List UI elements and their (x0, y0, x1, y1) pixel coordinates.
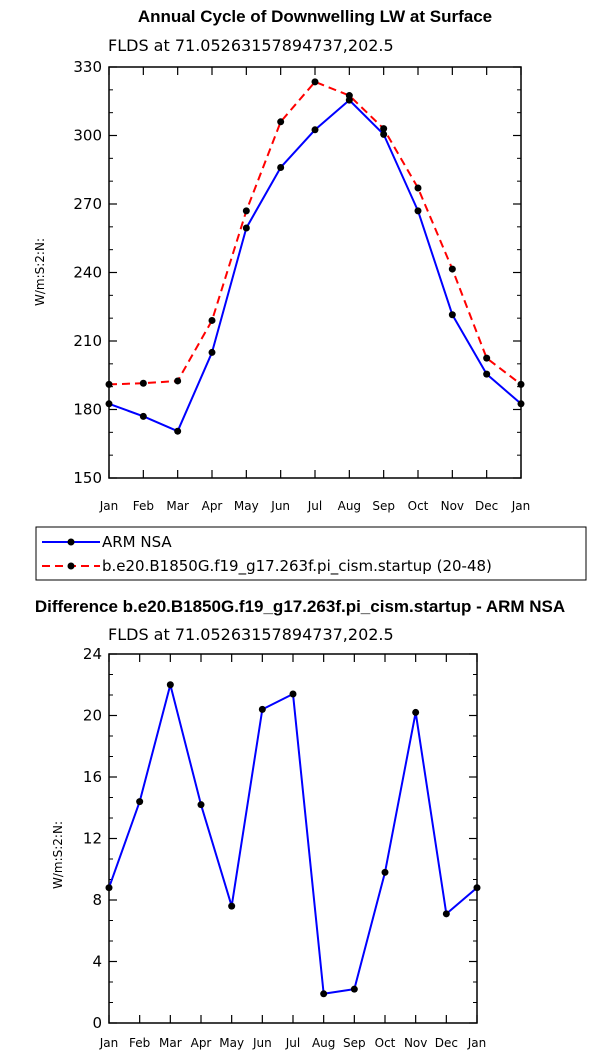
data-point-s0-12 (473, 884, 481, 892)
data-point-s1-0 (105, 380, 113, 388)
x-tick-label: Aug (312, 1036, 335, 1050)
data-point-s0-11 (442, 910, 450, 918)
data-point-s0-5 (258, 705, 266, 713)
x-tick-label: Feb (129, 1036, 150, 1050)
legend-marker-model (67, 562, 75, 570)
x-tick-label: May (219, 1036, 244, 1050)
plot-area: 0 4 8 12 16 20 24 Jan Feb Mar Apr May Jun Jul Aug Sep Oc… (83, 645, 486, 1050)
x-tick-label: Jan (99, 499, 119, 513)
data-point-s0-2 (174, 427, 182, 435)
data-point-s0-1 (136, 798, 144, 806)
y-tick-label: 210 (73, 332, 102, 350)
data-point-s0-12 (517, 400, 525, 408)
data-point-s1-6 (311, 78, 319, 86)
data-point-s0-10 (448, 311, 456, 319)
data-point-s0-8 (350, 985, 358, 993)
x-tick-label: Nov (404, 1036, 427, 1050)
data-point-s0-1 (139, 412, 147, 420)
x-tick-label: Sep (372, 499, 395, 513)
y-axis-label: W/m:S:2:N: (51, 821, 65, 889)
legend-label-model: b.e20.B1850G.f19_g17.263f.pi_cism.startu… (102, 557, 492, 576)
x-tick-label: Dec (475, 499, 498, 513)
x-tick-label: Jun (270, 499, 290, 513)
data-point-s0-2 (166, 681, 174, 689)
y-tick-label: 240 (73, 264, 102, 282)
chart-title: Annual Cycle of Downwelling LW at Surfac… (138, 7, 492, 26)
y-axis-label: W/m:S:2:N: (33, 238, 47, 306)
data-point-s1-3 (208, 316, 216, 324)
legend: ARM NSA b.e20.B1850G.f19_g17.263f.pi_cis… (35, 526, 587, 581)
data-point-s0-3 (197, 801, 205, 809)
data-point-s1-8 (380, 125, 388, 133)
x-tick-label: Jul (285, 1036, 300, 1050)
data-point-s0-4 (242, 224, 250, 232)
y-tick-label: 8 (92, 891, 102, 909)
x-tick-label: Jul (307, 499, 322, 513)
y-tick-label: 180 (73, 401, 102, 419)
data-point-s0-9 (381, 868, 389, 876)
y-tick-label: 150 (73, 469, 102, 487)
x-tick-label: Mar (159, 1036, 182, 1050)
data-point-s1-2 (174, 377, 182, 385)
x-tick-label: Oct (408, 499, 429, 513)
data-point-s1-4 (242, 207, 250, 215)
data-point-s1-5 (277, 118, 285, 126)
data-point-s1-10 (448, 265, 456, 273)
data-point-s1-9 (414, 184, 422, 192)
data-point-s0-9 (414, 207, 422, 215)
data-point-s0-0 (105, 884, 113, 892)
x-tick-label: Sep (343, 1036, 366, 1050)
legend-box (35, 526, 587, 581)
chart-title: Difference b.e20.B1850G.f19_g17.263f.pi_… (35, 597, 565, 616)
legend-marker-arm-nsa (67, 538, 75, 546)
data-point-s0-5 (277, 163, 285, 171)
x-tick-label: May (234, 499, 259, 513)
data-point-s1-11 (483, 354, 491, 362)
chart-subtitle: FLDS at 71.05263157894737,202.5 (108, 625, 394, 644)
chart-annual-cycle: Annual Cycle of Downwelling LW at Surfac… (33, 7, 587, 581)
data-point-s1-12 (517, 380, 525, 388)
x-tick-label: Nov (441, 499, 464, 513)
data-point-s0-6 (311, 126, 319, 134)
plot-area: 150 180 210 240 270 300 330 Jan Feb Mar Apr May Jun J… (73, 58, 530, 513)
data-point-s0-11 (483, 370, 491, 378)
chart-difference: Difference b.e20.B1850G.f19_g17.263f.pi_… (35, 597, 565, 1050)
data-point-s0-7 (320, 990, 328, 998)
x-tick-label: Dec (435, 1036, 458, 1050)
y-tick-label: 24 (83, 645, 102, 663)
x-tick-label: Apr (202, 499, 223, 513)
y-tick-label: 330 (73, 58, 102, 76)
data-point-s1-1 (139, 379, 147, 387)
x-tick-label: Aug (338, 499, 361, 513)
data-point-s0-3 (208, 348, 216, 356)
x-tick-label: Apr (191, 1036, 212, 1050)
series-line-0 (108, 99, 522, 433)
legend-label-arm-nsa: ARM NSA (102, 533, 172, 551)
y-tick-label: 270 (73, 195, 102, 213)
y-tick-label: 4 (92, 953, 102, 971)
y-tick-label: 300 (73, 127, 102, 145)
x-tick-label: Feb (133, 499, 154, 513)
data-point-s0-10 (412, 708, 420, 716)
x-tick-label: Jun (252, 1036, 272, 1050)
series-line-0 (108, 683, 478, 995)
data-point-s0-8 (380, 130, 388, 138)
y-tick-label: 16 (83, 768, 102, 786)
y-tick-label: 20 (83, 707, 102, 725)
data-point-s1-7 (345, 92, 353, 100)
x-tick-label: Jan (511, 499, 531, 513)
chart-subtitle: FLDS at 71.05263157894737,202.5 (108, 36, 394, 55)
data-point-s0-6 (289, 690, 297, 698)
x-tick-label: Mar (166, 499, 189, 513)
y-tick-label: 12 (83, 830, 102, 848)
data-point-s0-0 (105, 400, 113, 408)
x-tick-label: Jan (99, 1036, 119, 1050)
data-point-s0-4 (228, 902, 236, 910)
x-tick-label: Jan (467, 1036, 487, 1050)
x-tick-label: Oct (375, 1036, 396, 1050)
y-tick-label: 0 (92, 1014, 102, 1032)
